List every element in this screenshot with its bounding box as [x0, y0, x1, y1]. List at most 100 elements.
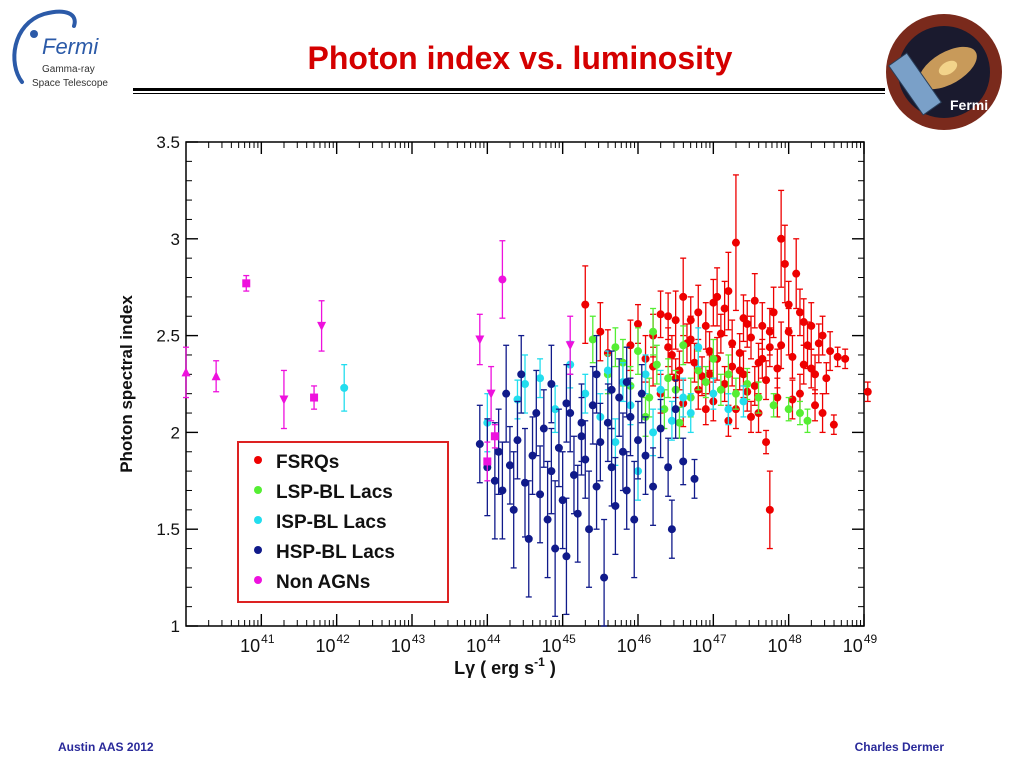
patch-spacecraft: [888, 52, 942, 116]
data-point: [656, 385, 665, 394]
data-point: [664, 343, 673, 352]
data-point: [660, 405, 669, 414]
data-point: [690, 358, 699, 367]
data-point: [611, 438, 620, 447]
data-point: [551, 405, 560, 414]
data-point: [554, 443, 563, 452]
data-point: [762, 438, 771, 447]
data-point: [569, 470, 578, 479]
data-point: [784, 327, 793, 336]
data-point: [818, 331, 827, 340]
legend-label: ISP-BL Lacs: [276, 512, 387, 533]
legend-label: FSRQs: [276, 452, 339, 473]
y-tick-label: 2: [171, 423, 180, 442]
data-point: [826, 347, 835, 356]
data-point: [211, 371, 221, 381]
footer-conference: Austin AAS 2012: [58, 740, 154, 754]
data-point: [543, 515, 552, 524]
data-point: [758, 321, 767, 330]
data-point: [611, 343, 620, 352]
data-point: [637, 389, 646, 398]
data-point: [626, 341, 635, 350]
legend-label: Non AGNs: [276, 572, 370, 593]
data-point: [513, 436, 522, 445]
fermi-logo-line1: Gamma-ray: [42, 64, 95, 75]
data-point: [795, 389, 804, 398]
data-point: [565, 341, 575, 351]
y-tick-label: 3: [171, 230, 180, 249]
data-point: [641, 451, 650, 460]
data-point: [747, 333, 755, 342]
data-point: [618, 447, 627, 456]
data-point: [822, 374, 831, 383]
data-point: [818, 409, 827, 418]
y-tick-label: 1.5: [156, 520, 180, 539]
data-point: [528, 451, 537, 460]
data-point: [713, 292, 722, 301]
data-point: [483, 457, 492, 466]
data-point: [705, 370, 714, 379]
data-point: [667, 416, 676, 425]
data-point: [652, 360, 661, 369]
legend-marker: [254, 516, 262, 524]
data-point: [807, 364, 816, 373]
data-point: [592, 370, 601, 379]
data-point: [536, 490, 545, 499]
axis-ticks: [186, 141, 865, 627]
data-point: [517, 370, 526, 379]
data-point: [562, 552, 571, 561]
data-point: [671, 316, 680, 325]
data-point: [811, 401, 820, 410]
data-point: [750, 381, 759, 390]
chart-container: 1 1.5 2 2.5 3 3.5 1041 1042 1043 1044 1045 1046 1047…: [104, 124, 890, 684]
data-point: [803, 416, 812, 425]
data-point: [807, 321, 816, 330]
data-point: [780, 259, 789, 268]
data-point: [502, 389, 511, 398]
data-point: [777, 234, 786, 243]
title-rule-thin: [133, 93, 885, 94]
x-axis-label: Lγ ( erg s-1 ): [454, 655, 556, 678]
data-point: [792, 269, 801, 278]
data-point: [524, 534, 533, 543]
data-point: [585, 525, 594, 534]
data-point: [724, 405, 733, 414]
data-point: [739, 397, 748, 406]
data-point: [686, 409, 695, 418]
data-point: [829, 420, 838, 429]
data-point: [762, 376, 771, 385]
data-point: [777, 341, 786, 350]
data-point: [694, 343, 703, 352]
data-point: [622, 378, 631, 387]
data-point: [622, 486, 631, 495]
data-point: [799, 360, 808, 369]
data-point: [532, 409, 541, 418]
data-point: [667, 525, 676, 534]
data-point: [634, 436, 642, 445]
data-point: [788, 352, 797, 361]
data-point: [596, 327, 605, 336]
x-tick-label: 1042: [315, 632, 350, 656]
legend: FSRQs LSP-BL Lacs ISP-BL Lacs HSP-BL Lacs No…: [237, 441, 449, 603]
data-points: [181, 174, 872, 627]
data-point: [863, 387, 872, 396]
legend-marker: [254, 456, 262, 464]
data-point: [310, 393, 319, 402]
fermi-logo-name: Fermi: [42, 34, 99, 59]
data-point: [600, 573, 609, 582]
data-point: [505, 461, 514, 470]
data-point: [547, 467, 556, 476]
data-point: [603, 366, 612, 375]
fermi-logo-swoosh: [12, 9, 77, 84]
data-point: [769, 401, 778, 410]
data-point: [486, 389, 496, 399]
data-point: [664, 312, 673, 321]
legend-label: HSP-BL Lacs: [276, 542, 395, 563]
data-point: [739, 314, 748, 323]
footer-author: Charles Dermer: [854, 740, 944, 754]
data-point: [833, 352, 842, 361]
data-point: [634, 347, 642, 356]
data-point: [626, 412, 635, 421]
data-point: [679, 292, 688, 301]
fermi-logo-line2: Space Telescope: [32, 78, 108, 89]
